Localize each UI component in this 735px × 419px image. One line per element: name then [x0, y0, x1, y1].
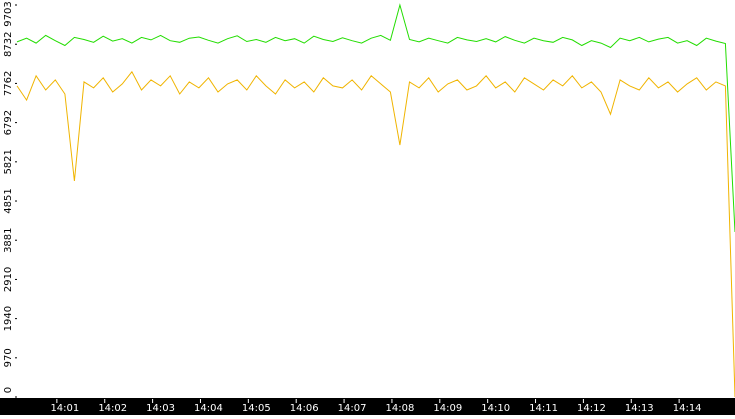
y-tick-label: 5821 [3, 149, 14, 174]
y-tick-label: 8732 [3, 32, 14, 57]
y-tick-label: 970 [3, 348, 14, 367]
x-tick-label: 14:13 [625, 403, 654, 414]
x-tick-label: 14:02 [98, 403, 127, 414]
x-tick-label: 14:05 [242, 403, 271, 414]
x-tick-label: 14:03 [146, 403, 175, 414]
x-tick-label: 14:04 [194, 403, 223, 414]
y-tick-label: 1940 [3, 306, 14, 331]
x-tick-label: 14:12 [577, 403, 606, 414]
x-tick-label: 14:11 [529, 403, 558, 414]
y-tick-label: 9703 [3, 1, 14, 26]
x-tick-label: 14:08 [386, 403, 415, 414]
line-series [16, 3, 735, 233]
y-tick-label: 7762 [3, 71, 14, 96]
x-tick-label: 14:14 [673, 403, 702, 414]
y-tick-label: 2910 [3, 267, 14, 292]
x-tick-label: 14:01 [50, 403, 79, 414]
line-series [16, 70, 735, 398]
y-tick-label: 0 [3, 387, 14, 393]
x-tick-label: 14:06 [290, 403, 319, 414]
y-tick-label: 4851 [3, 188, 14, 213]
y-tick-label: 6792 [3, 110, 14, 135]
y-tick-label: 3881 [3, 227, 14, 252]
x-tick-label: 14:07 [338, 403, 367, 414]
x-tick-label: 14:09 [433, 403, 462, 414]
x-tick-label: 14:10 [481, 403, 510, 414]
x-axis-band [0, 398, 735, 415]
